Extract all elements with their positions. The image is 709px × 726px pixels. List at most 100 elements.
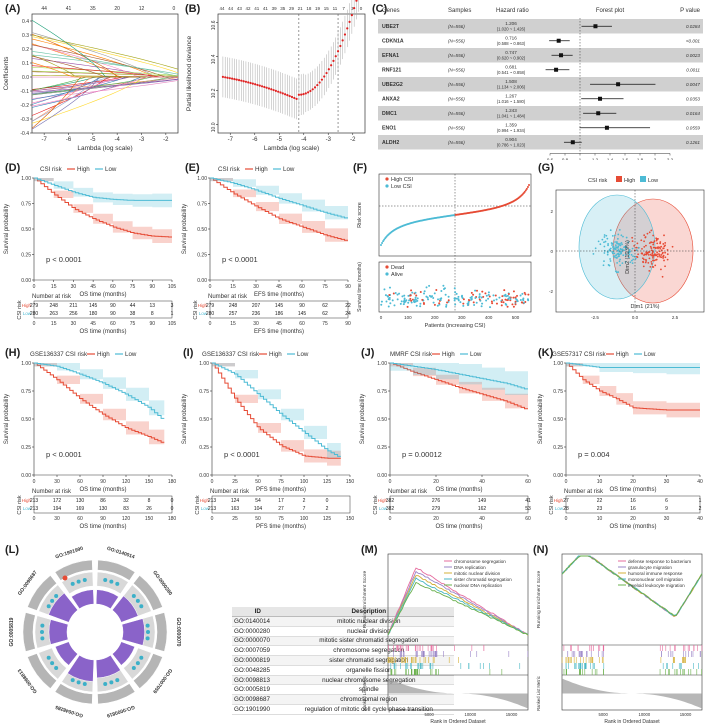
y-tick-label: 0.0 bbox=[22, 75, 29, 81]
x-tick-label: 120 bbox=[122, 479, 131, 485]
survival-point bbox=[407, 301, 410, 304]
go-gene-dot bbox=[54, 666, 59, 671]
panel-label-j: (J) bbox=[361, 347, 375, 359]
pca-point bbox=[606, 237, 609, 240]
go-inner-bar bbox=[121, 618, 145, 646]
panel-label-h: (H) bbox=[5, 347, 21, 359]
survival-point bbox=[474, 289, 477, 292]
risk-count: 213 bbox=[208, 506, 217, 512]
pca-point bbox=[607, 242, 609, 245]
pca-point bbox=[620, 242, 623, 244]
go-description: chromosome segregation bbox=[283, 645, 454, 657]
risk-x-tick: 30 bbox=[54, 516, 60, 522]
coefficient-path bbox=[31, 76, 178, 90]
gsea-legend-entry: granulocyte migration bbox=[628, 565, 672, 570]
y-axis-label: Survival probability bbox=[4, 394, 10, 444]
km-legend-low: Low bbox=[125, 351, 137, 358]
survival-point bbox=[520, 301, 523, 304]
deviance-point bbox=[251, 82, 254, 85]
km-ci-band-low bbox=[34, 363, 165, 430]
pca-point bbox=[622, 235, 624, 238]
risk-x-tick: 90 bbox=[150, 321, 156, 327]
y-axis-label-survival: Survival time (months) bbox=[357, 262, 363, 312]
km-legend-low: Low bbox=[297, 351, 309, 358]
pca-point bbox=[652, 243, 655, 246]
pca-point bbox=[652, 256, 654, 259]
km-ci-band-low bbox=[210, 178, 348, 227]
pca-point bbox=[647, 253, 650, 256]
pca-point bbox=[654, 264, 657, 267]
pca-point bbox=[616, 262, 619, 264]
go-table-header-id: ID bbox=[232, 607, 284, 617]
pca-point bbox=[614, 241, 616, 243]
risk-x-tick: 105 bbox=[168, 321, 177, 327]
x-tick-label: 75 bbox=[322, 284, 328, 290]
x-tick-label: -6 bbox=[252, 137, 258, 143]
x-tick-label: 0 bbox=[565, 479, 568, 485]
survival-point bbox=[403, 299, 406, 302]
survival-point bbox=[509, 298, 512, 301]
pca-point bbox=[617, 246, 619, 249]
y-tick-label: 1.00 bbox=[21, 176, 31, 182]
pca-point bbox=[631, 240, 634, 243]
survival-point bbox=[470, 298, 473, 301]
forest-hr-square bbox=[604, 125, 609, 130]
deviance-point bbox=[279, 91, 282, 94]
go-table-header-description: Description bbox=[283, 607, 454, 617]
go-inner-bar bbox=[54, 641, 79, 666]
pca-point bbox=[645, 244, 647, 247]
pca-point bbox=[632, 258, 635, 261]
x-tick-label: 180 bbox=[168, 479, 177, 485]
pca-point bbox=[656, 242, 659, 245]
risk-x-label: EFS time (months) bbox=[254, 329, 304, 335]
x-tick-label: 2.5 bbox=[672, 315, 679, 320]
top-tick-label: 41 bbox=[263, 6, 269, 11]
risk-x-tick: 15 bbox=[51, 321, 57, 327]
gsea-legend-entry: nuclear DNA replication bbox=[454, 583, 502, 588]
survival-point bbox=[512, 296, 515, 299]
x-tick-label: 15 bbox=[230, 284, 236, 290]
y-tick-label: 0.1 bbox=[22, 61, 29, 67]
go-gene-dot bbox=[70, 678, 75, 683]
risk-x-tick: 90 bbox=[345, 321, 351, 327]
x-tick-label: -2.5 bbox=[591, 315, 599, 320]
km-curve-high bbox=[566, 362, 700, 411]
survival-point bbox=[503, 289, 506, 292]
legend-high-csi-dot bbox=[385, 177, 389, 181]
x-tick-label: -2 bbox=[350, 137, 356, 143]
pca-point bbox=[618, 229, 621, 231]
x-tick-label: 50 bbox=[255, 479, 261, 485]
x-tick-label: 20 bbox=[630, 479, 636, 485]
x-tick-label: -4 bbox=[301, 137, 307, 143]
survival-point bbox=[478, 295, 481, 298]
risk-count: 9 bbox=[665, 506, 668, 512]
pca-point bbox=[624, 253, 627, 256]
risk-score-point bbox=[380, 244, 382, 247]
top-tick-label: 7 bbox=[342, 6, 345, 11]
risk-low-label: Low bbox=[201, 506, 210, 511]
survival-point bbox=[474, 297, 477, 300]
coefficient-path bbox=[31, 51, 179, 78]
survival-point bbox=[478, 293, 481, 296]
survival-point bbox=[439, 299, 442, 302]
gsea-curve bbox=[387, 577, 529, 636]
forest-tick-label: 2.2 bbox=[667, 158, 674, 161]
top-tick-label: 41 bbox=[254, 6, 260, 11]
pca-point bbox=[603, 252, 606, 254]
top-tick-label: 35 bbox=[280, 6, 286, 11]
x-tick-label: 30 bbox=[664, 479, 670, 485]
deviance-point bbox=[300, 93, 303, 96]
survival-point bbox=[455, 292, 458, 295]
survival-point bbox=[487, 293, 490, 296]
forest-p: 0.1261 bbox=[686, 140, 700, 145]
deviance-point bbox=[224, 76, 227, 79]
survival-point bbox=[402, 303, 405, 306]
deviance-point bbox=[330, 64, 333, 67]
go-gene-dot bbox=[40, 630, 44, 634]
y-tick-label: 0.50 bbox=[199, 417, 209, 423]
risk-count: 8 bbox=[148, 498, 151, 504]
risk-x-tick: 30 bbox=[253, 321, 259, 327]
survival-point bbox=[401, 295, 404, 298]
go-inner-bar bbox=[48, 619, 69, 645]
legend-low-csi: Low CSI bbox=[391, 184, 412, 190]
